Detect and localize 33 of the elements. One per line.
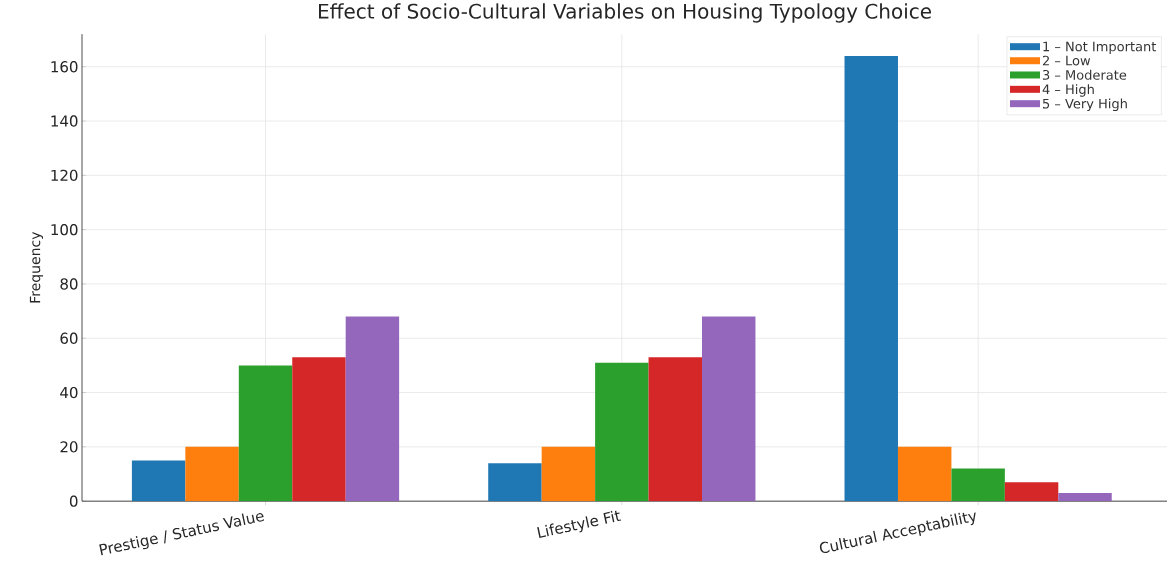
legend-label: 5 – Very High (1042, 98, 1127, 111)
legend-label: 2 – Low (1042, 55, 1091, 66)
bar (702, 316, 756, 502)
y-axis-title: Frequency (29, 231, 44, 303)
bar (131, 460, 186, 502)
bar (897, 446, 952, 502)
bar (951, 468, 1005, 502)
legend-label: 1 – Not Important (1043, 41, 1157, 54)
bar (844, 55, 898, 502)
y-tick-label: 60 (60, 332, 78, 344)
y-tick-label: 40 (60, 386, 78, 399)
bar (292, 357, 346, 502)
y-tick-label: 100 (51, 223, 78, 236)
x-tick-label: Lifestyle Fit (537, 510, 622, 538)
legend-label: 3 – Moderate (1042, 69, 1127, 80)
y-tick-label: 160 (51, 60, 78, 73)
y-tick-label: 20 (60, 441, 78, 453)
bar (595, 362, 649, 502)
bar (238, 365, 293, 502)
y-tick-label: 80 (60, 278, 78, 290)
y-tick-label: 120 (51, 169, 78, 181)
bar (541, 446, 596, 502)
bar (345, 316, 400, 502)
bar (488, 463, 542, 502)
y-tick-label: 0 (69, 495, 78, 507)
bar (1004, 482, 1059, 502)
bar (1058, 492, 1112, 502)
bar (185, 446, 239, 502)
bar (648, 357, 702, 502)
chart-title: Effect of Socio-Cultural Variables on Housing Typology Choice (319, 3, 931, 23)
legend-label: 4 – High (1042, 84, 1094, 97)
y-tick-label: 140 (51, 115, 78, 127)
x-tick-label: Prestige / Status Value (99, 513, 265, 556)
